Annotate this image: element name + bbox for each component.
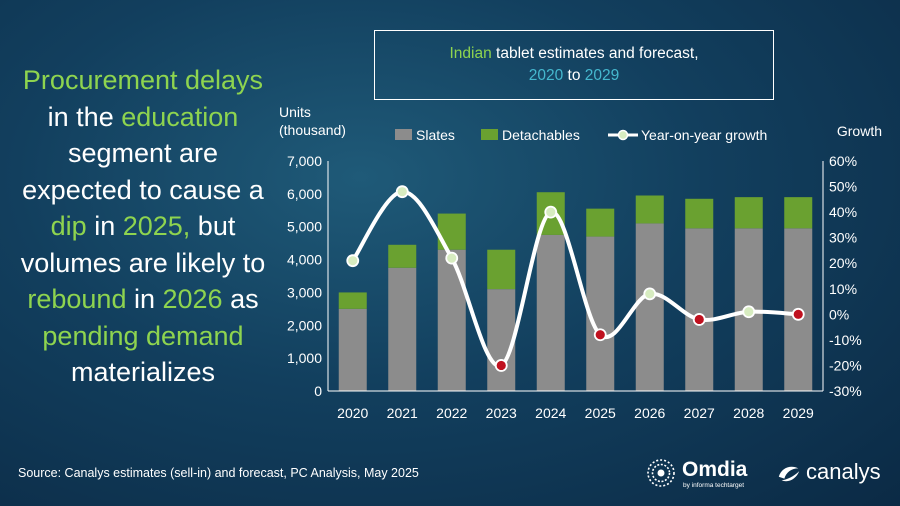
omdia-logo-icon bbox=[647, 459, 675, 487]
bar-slates bbox=[388, 267, 417, 391]
right-axis-tick-label: 0% bbox=[829, 306, 849, 322]
growth-point bbox=[692, 313, 706, 326]
x-axis-tick-label: 2029 bbox=[783, 405, 814, 421]
left-axis-tick-label: 0 bbox=[314, 383, 322, 399]
source-note: Source: Canalys estimates (sell-in) and … bbox=[18, 466, 419, 480]
bar-slates bbox=[487, 289, 516, 391]
left-axis-tick-label: 3,000 bbox=[287, 284, 322, 300]
bar-detachables bbox=[487, 249, 516, 290]
headline-segment: in bbox=[126, 284, 163, 314]
chart-title-line1: Indian tablet estimates and forecast, bbox=[375, 43, 773, 65]
left-axis-tick-label: 2,000 bbox=[287, 317, 322, 333]
headline-segment: delays bbox=[177, 65, 264, 95]
headline-segment: segment are expected to cause a bbox=[22, 138, 264, 205]
headline-segment: education bbox=[121, 101, 239, 132]
omdia-logo-name: Omdia bbox=[682, 458, 748, 481]
chart-title-line2: 2020 to 2029 bbox=[375, 65, 773, 87]
omdia-logo-tagline: by informa techtarget bbox=[683, 482, 745, 489]
right-axis-tick-label: -30% bbox=[829, 383, 862, 399]
bar-slates bbox=[536, 234, 565, 391]
x-axis-tick-label: 2026 bbox=[634, 405, 665, 421]
canalys-logo-icon bbox=[778, 466, 800, 482]
growth-point bbox=[544, 205, 558, 219]
bar-detachables bbox=[338, 292, 367, 309]
right-axis-tick-label: 10% bbox=[829, 281, 857, 297]
headline-segment: but volumes are likely to bbox=[20, 211, 266, 278]
title-country: Indian bbox=[449, 45, 492, 62]
headline-segment: 2025, bbox=[122, 211, 191, 241]
left-axis-tick-label: 5,000 bbox=[287, 219, 322, 235]
bar-detachables bbox=[586, 208, 615, 237]
legend-label-slates: Slates bbox=[416, 127, 455, 143]
growth-point bbox=[445, 251, 459, 265]
right-axis-tick-label: 50% bbox=[829, 179, 857, 195]
headline-segment: materializes bbox=[70, 357, 216, 387]
bar-detachables bbox=[784, 197, 813, 229]
left-axis-tick-label: 1,000 bbox=[287, 350, 322, 366]
x-axis-tick-label: 2022 bbox=[436, 405, 467, 421]
x-axis-tick-label: 2024 bbox=[535, 405, 566, 421]
headline-segment: in bbox=[86, 211, 123, 241]
bar-detachables bbox=[635, 195, 664, 224]
bar-slates bbox=[338, 308, 367, 391]
title-year-start: 2020 bbox=[528, 67, 564, 84]
headline-segment: rebound bbox=[27, 284, 127, 314]
left-axis-tick-label: 4,000 bbox=[287, 252, 322, 268]
x-axis-tick-label: 2023 bbox=[486, 405, 517, 421]
legend-swatch-detachables bbox=[481, 129, 498, 140]
title-year-end: 2029 bbox=[584, 67, 620, 84]
legend-swatch-slates bbox=[395, 129, 412, 140]
x-axis-tick-label: 2020 bbox=[337, 405, 368, 421]
bar-detachables bbox=[734, 197, 763, 229]
title-text: tablet estimates and forecast, bbox=[491, 45, 699, 62]
x-axis-tick-label: 2025 bbox=[585, 405, 616, 421]
bar-slates bbox=[437, 249, 466, 391]
growth-line bbox=[351, 189, 799, 368]
right-axis-tick-label: 30% bbox=[829, 230, 857, 246]
left-axis-tick-label: 6,000 bbox=[287, 186, 322, 202]
headline-segment: dip bbox=[50, 211, 87, 241]
bar-slates bbox=[635, 223, 664, 391]
right-axis-tick-label: 60% bbox=[829, 153, 857, 169]
right-axis-tick-label: 40% bbox=[829, 204, 857, 220]
growth-point bbox=[643, 287, 657, 301]
x-axis-tick-label: 2021 bbox=[387, 405, 418, 421]
left-axis-tick-label: 7,000 bbox=[287, 153, 322, 169]
right-axis-tick-label: 20% bbox=[829, 255, 857, 271]
right-axis-tick-label: -10% bbox=[829, 332, 862, 348]
x-axis-tick-label: 2027 bbox=[684, 405, 715, 421]
canalys-logo-name: canalys bbox=[806, 459, 881, 484]
legend-marker-growth bbox=[617, 129, 629, 141]
headline-segment: in the bbox=[47, 101, 122, 132]
legend-label-detachables: Detachables bbox=[502, 127, 580, 143]
x-axis-tick-label: 2028 bbox=[733, 405, 764, 421]
headline-segment: as bbox=[222, 284, 259, 314]
left-axis-title: Units bbox=[279, 104, 311, 120]
right-axis-title: Growth bbox=[837, 123, 882, 139]
chart-title-box: Indian tablet estimates and forecast, 20… bbox=[374, 30, 774, 100]
title-to: to bbox=[563, 67, 585, 84]
canalys-logo: canalys bbox=[776, 456, 888, 488]
bar-slates bbox=[685, 228, 714, 391]
growth-point bbox=[346, 254, 360, 268]
growth-point bbox=[791, 307, 805, 321]
growth-point bbox=[395, 185, 409, 199]
headline-segment: pending demand bbox=[42, 320, 244, 351]
bar-detachables bbox=[388, 244, 417, 268]
headline-segment: Procurement bbox=[22, 65, 178, 95]
headline-text: Procurement delays in the education segm… bbox=[18, 62, 268, 391]
bar-detachables bbox=[685, 198, 714, 229]
right-axis-tick-label: -20% bbox=[829, 357, 862, 373]
growth-point bbox=[494, 359, 508, 372]
omdia-logo: Omdia by informa techtarget bbox=[646, 456, 766, 492]
headline-segment: 2026 bbox=[162, 284, 223, 314]
growth-point bbox=[593, 328, 607, 342]
growth-point bbox=[742, 305, 756, 319]
legend-label-growth: Year-on-year growth bbox=[641, 127, 767, 143]
left-axis-title: (thousand) bbox=[279, 122, 346, 138]
